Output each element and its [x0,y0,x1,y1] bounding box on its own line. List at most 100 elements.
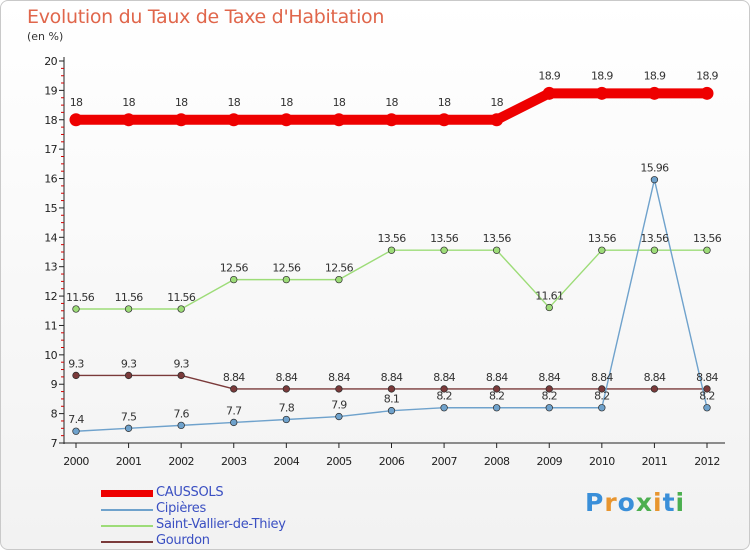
data-label: 7.7 [226,404,242,417]
brand-letter: i [653,488,663,517]
data-point [598,385,606,393]
data-point [598,404,606,412]
data-label: 9.3 [121,357,137,370]
legend-label: Cipières [156,501,206,516]
data-point [72,305,80,313]
data-label: 13.56 [378,232,407,245]
data-label: 8.2 [436,390,451,403]
data-point [440,404,448,412]
data-label: 8.1 [384,393,399,406]
x-tick-label: 2012 [694,455,720,468]
y-tick-label: 20 [44,55,57,68]
data-label: 8.2 [594,390,609,403]
data-point [177,305,185,313]
y-tick-label: 11 [44,319,57,332]
data-point [230,418,238,427]
data-point [440,246,448,254]
legend-swatch [101,541,153,543]
data-label: 11.56 [167,291,196,304]
data-point [122,113,136,127]
data-point [700,86,714,100]
y-tick-label: 16 [44,173,57,186]
data-label: 7.4 [68,413,84,426]
brand-letter: x [635,488,653,517]
data-label: 8.84 [275,371,297,384]
data-label: 18 [70,96,83,109]
y-tick-label: 8 [51,408,58,421]
data-label: 8.84 [328,371,350,384]
data-point [490,113,504,127]
y-tick-label: 14 [44,231,57,244]
data-label: 11.56 [115,291,144,304]
data-point [703,385,711,393]
brand-letter: o [617,488,636,517]
data-label: 7.6 [173,407,189,420]
data-point [650,246,659,254]
x-tick-label: 2004 [274,455,300,468]
y-tick-label: 13 [44,261,57,274]
data-point [545,404,553,412]
y-tick-label: 9 [51,378,58,391]
brand-letter: t [662,488,676,517]
data-point [387,246,396,254]
data-label: 18 [438,96,451,109]
data-label: 18 [333,96,346,109]
data-label: 15.96 [640,162,669,175]
legend-swatch [101,490,153,497]
data-point [230,385,238,393]
data-label: 7.9 [331,399,347,412]
data-point [493,246,501,254]
data-point [230,275,238,284]
data-point [387,385,396,393]
data-label: 12.56 [325,262,354,275]
data-point [335,412,343,421]
data-point [177,421,185,430]
data-label: 18.9 [591,69,613,82]
data-point [598,246,606,254]
data-point [493,385,501,393]
data-point [177,371,185,380]
data-point [282,385,290,393]
x-tick-label: 2002 [168,455,194,468]
x-tick-label: 2007 [431,455,457,468]
x-tick-label: 2000 [63,455,89,468]
data-label: 7.5 [121,410,137,423]
data-point [174,113,188,127]
x-tick-label: 2005 [326,455,352,468]
data-label: 9.3 [173,357,189,370]
data-point [72,427,80,435]
data-label: 13.56 [483,232,512,245]
x-tick-label: 2011 [642,455,668,468]
data-label: 8.84 [223,371,245,384]
x-tick-label: 2003 [221,455,247,468]
data-label: 8.2 [489,390,504,403]
y-tick-label: 7 [51,437,58,450]
data-point [124,424,133,432]
brand-letter: i [675,488,686,517]
data-label: 8.84 [538,371,560,384]
data-label: 9.3 [68,357,84,370]
data-point [279,113,293,127]
data-point [335,385,343,393]
data-point [437,113,451,127]
data-point [545,385,553,393]
data-point [647,86,661,100]
data-label: 18.9 [644,69,666,82]
data-point [703,246,711,254]
legend-swatch [101,509,153,511]
brand-logo: Proxiti [585,488,685,517]
data-point [493,404,501,412]
y-tick-label: 12 [44,290,57,303]
data-label: 18 [175,96,188,109]
data-label: 8.2 [699,390,714,403]
data-point [650,176,659,184]
data-point [72,371,80,380]
data-point [124,305,133,313]
data-label: 18 [385,96,398,109]
data-point [227,113,241,127]
legend-label: CAUSSOLS [156,485,224,500]
data-label: 8.84 [381,371,403,384]
y-tick-label: 15 [44,202,57,215]
data-label: 8.2 [542,390,557,403]
